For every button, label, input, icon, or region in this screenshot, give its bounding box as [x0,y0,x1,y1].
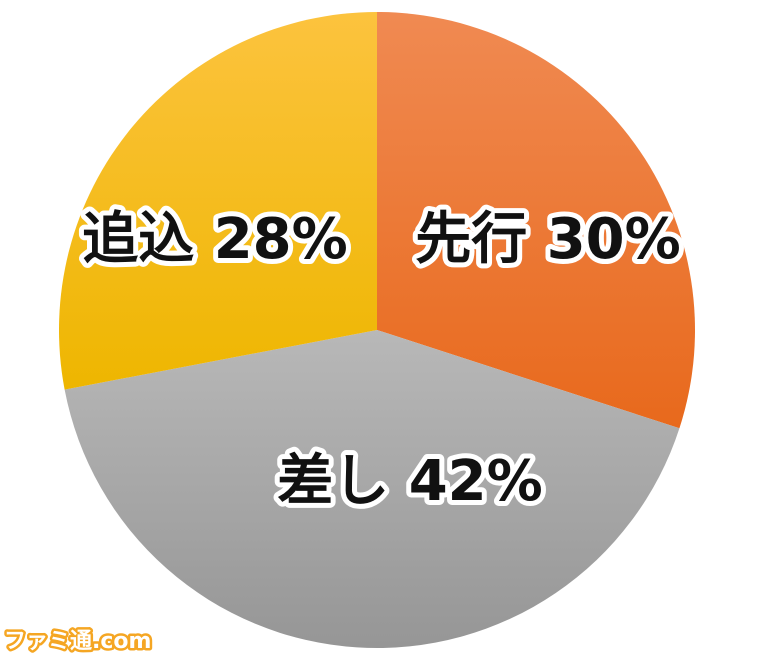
slice-label-oikomi: 追込 28% [82,207,348,272]
slice-label-sashi: 差し 42% [277,449,543,514]
pie-slice-3 [58,12,377,390]
slice-label-senko: 先行 30% [415,207,681,272]
pie-slice-1 [377,12,695,429]
watermark-logo: ファミ通.com [4,629,151,653]
pie-slice-2 [64,330,680,648]
